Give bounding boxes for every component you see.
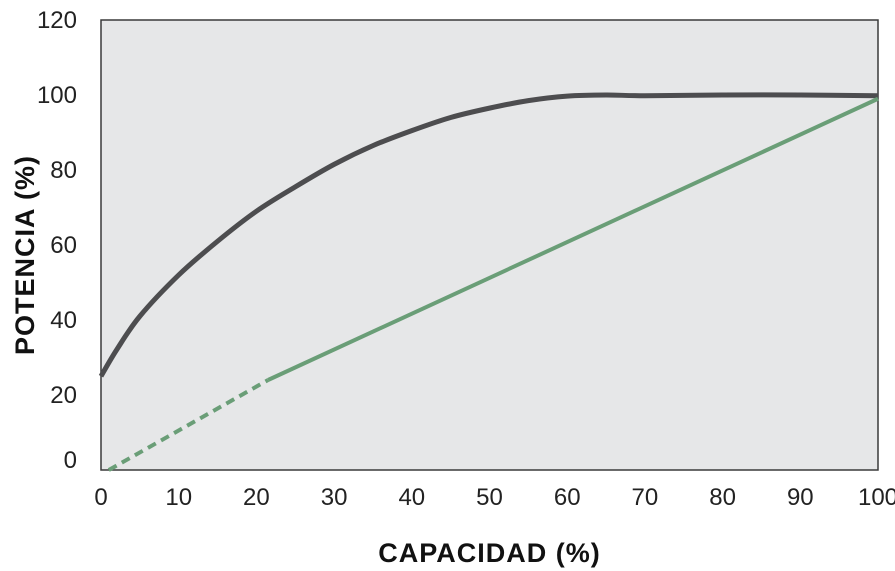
series-line-1 bbox=[98, 92, 879, 378]
y-tick-label: 60 bbox=[50, 232, 77, 259]
x-tick-label: 30 bbox=[321, 484, 348, 511]
x-axis-ticks: 0 10 20 30 40 50 60 70 80 90 100 bbox=[94, 484, 895, 511]
x-tick-label: 0 bbox=[94, 484, 107, 511]
y-axis-ticks: 0 20 40 60 80 100 120 bbox=[37, 7, 77, 474]
series-line-3 bbox=[107, 378, 270, 472]
x-tick-label: 40 bbox=[398, 484, 425, 511]
y-tick-label: 20 bbox=[50, 382, 77, 409]
x-tick-label: 50 bbox=[476, 484, 503, 511]
x-axis-title: CAPACIDAD (%) bbox=[378, 538, 601, 568]
x-tick-label: 80 bbox=[709, 484, 736, 511]
x-tick-label: 10 bbox=[165, 484, 192, 511]
y-tick-label: 100 bbox=[37, 82, 77, 109]
plot-area bbox=[100, 19, 879, 471]
series-line-2 bbox=[267, 96, 879, 382]
y-axis-title: POTENCIA (%) bbox=[10, 155, 40, 355]
series-layer bbox=[98, 92, 879, 472]
x-tick-label: 60 bbox=[554, 484, 581, 511]
y-tick-label: 0 bbox=[64, 447, 77, 474]
x-tick-label: 20 bbox=[243, 484, 270, 511]
x-tick-label: 70 bbox=[632, 484, 659, 511]
y-tick-label: 80 bbox=[50, 157, 77, 184]
x-tick-label: 90 bbox=[787, 484, 814, 511]
y-tick-label: 120 bbox=[37, 7, 77, 34]
y-tick-label: 40 bbox=[50, 307, 77, 334]
x-tick-label: 100 bbox=[858, 484, 895, 511]
